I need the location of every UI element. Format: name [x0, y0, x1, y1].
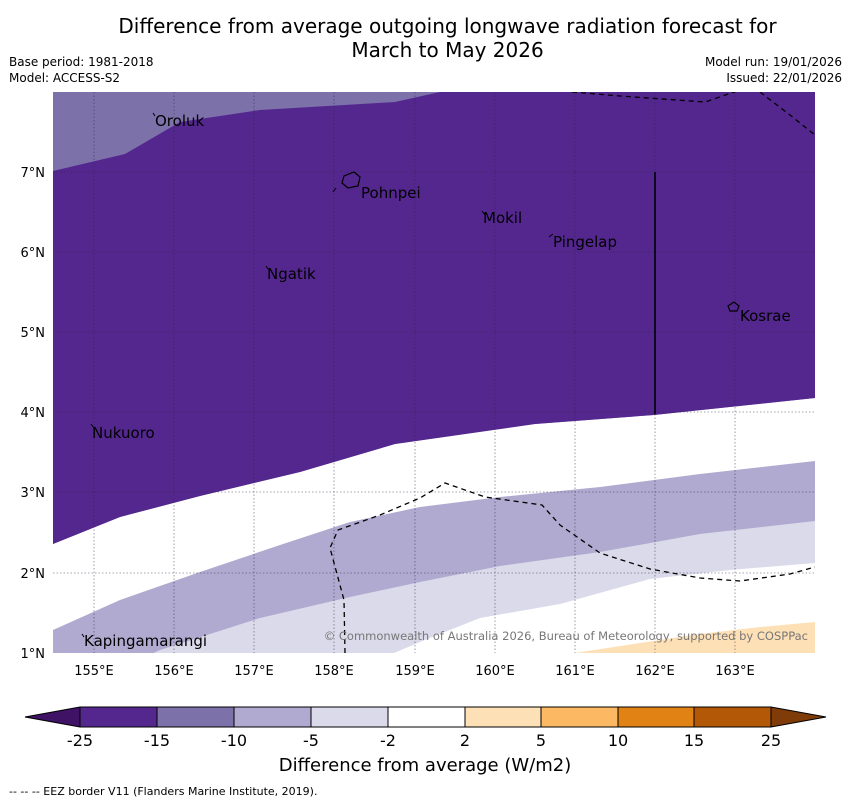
colorbar-tick: -10 — [221, 731, 247, 750]
kosrae-island — [727, 301, 740, 312]
title-line-2: March to May 2026 — [351, 38, 544, 62]
colorbar-tick: 5 — [536, 731, 546, 750]
lat-tick: 6°N — [21, 246, 46, 261]
lon-tick: 161°E — [555, 664, 595, 679]
lon-tick: 163°E — [715, 664, 755, 679]
model-run: Model run: 19/01/2026 — [704, 55, 842, 69]
place-pingelap: Pingelap — [553, 233, 617, 251]
place-mokil: Mokil — [483, 209, 522, 227]
colorbar-segment — [157, 707, 234, 727]
meta-right: Model run: 19/01/2026 Issued: 22/01/2026 — [705, 54, 842, 86]
place-pohnpei: Pohnpei — [361, 184, 421, 202]
place-nukuoro: Nukuoro — [92, 424, 155, 442]
place-ngatik: Ngatik — [267, 265, 316, 283]
colorbar-segment — [234, 707, 311, 727]
place-oroluk: Oroluk — [155, 112, 204, 130]
chart-title: Difference from average outgoing longwav… — [0, 14, 850, 62]
lon-tick: 160°E — [475, 664, 515, 679]
lat-tick: 5°N — [21, 326, 46, 341]
colorbar-tick: -2 — [380, 731, 396, 750]
colorbar-segment — [311, 707, 388, 727]
lon-tick: 155°E — [74, 664, 114, 679]
ant-atoll — [332, 187, 337, 193]
colorbar-tick: 2 — [460, 731, 470, 750]
meta-left: Base period: 1981-2018 Model: ACCESS-S2 — [9, 54, 154, 86]
colorbar-segment — [694, 707, 771, 727]
issued-date: Issued: 22/01/2026 — [726, 71, 842, 85]
colorbar: -25 -15 -10 -5 -2 2 5 10 15 25 — [24, 706, 827, 750]
place-kosrae: Kosrae — [740, 307, 791, 325]
colorbar-max-extension — [771, 707, 826, 727]
colorbar-segment — [618, 707, 694, 727]
atoll-marks — [81, 112, 554, 638]
lon-tick: 158°E — [314, 664, 354, 679]
lon-tick: 156°E — [154, 664, 194, 679]
lat-tick: 3°N — [21, 486, 46, 501]
colorbar-segment — [465, 707, 541, 727]
latitude-axis: 7°N 6°N 5°N 4°N 3°N 2°N 1°N — [21, 166, 46, 662]
place-kapingamarangi: Kapingamarangi — [84, 632, 207, 650]
lon-tick: 162°E — [635, 664, 675, 679]
colorbar-segment — [541, 707, 618, 727]
colorbar-tick: 25 — [761, 731, 781, 750]
lon-tick: 159°E — [395, 664, 435, 679]
colorbar-title: Difference from average (W/m2) — [278, 755, 572, 776]
colorbar-tick: -25 — [67, 731, 93, 750]
lat-tick: 7°N — [21, 166, 46, 181]
map-area: Oroluk Pohnpei Mokil Pingelap Ngatik Kos… — [53, 92, 815, 653]
pohnpei-island — [341, 171, 361, 189]
colorbar-segment — [80, 707, 157, 727]
title-line-1: Difference from average outgoing longwav… — [118, 14, 777, 38]
colorbar-tick: -5 — [303, 731, 319, 750]
eez-footnote: -- -- -- EEZ border V11 (Flanders Marine… — [9, 785, 318, 798]
band-minus25-to-minus15 — [53, 92, 815, 544]
lat-tick: 2°N — [21, 567, 46, 582]
colorbar-dividers — [79, 707, 772, 727]
colorbar-min-extension — [25, 707, 80, 727]
longitude-axis: 155°E 156°E 157°E 158°E 159°E 160°E 161°… — [74, 664, 755, 679]
band-minus2-to-2 — [393, 563, 815, 653]
eez-border — [329, 92, 815, 653]
colorbar-tick: 15 — [684, 731, 704, 750]
band-2-to-5 — [575, 622, 815, 653]
colorbar-tick: 10 — [608, 731, 628, 750]
copyright-notice: © Commonwealth of Australia 2026, Bureau… — [324, 629, 808, 643]
lat-tick: 4°N — [21, 406, 46, 421]
model-name: Model: ACCESS-S2 — [9, 71, 121, 85]
lon-tick: 157°E — [234, 664, 274, 679]
base-period: Base period: 1981-2018 — [9, 55, 154, 69]
colorbar-tick: -15 — [144, 731, 170, 750]
colorbar-segment — [388, 707, 465, 727]
lat-tick: 1°N — [21, 647, 46, 662]
